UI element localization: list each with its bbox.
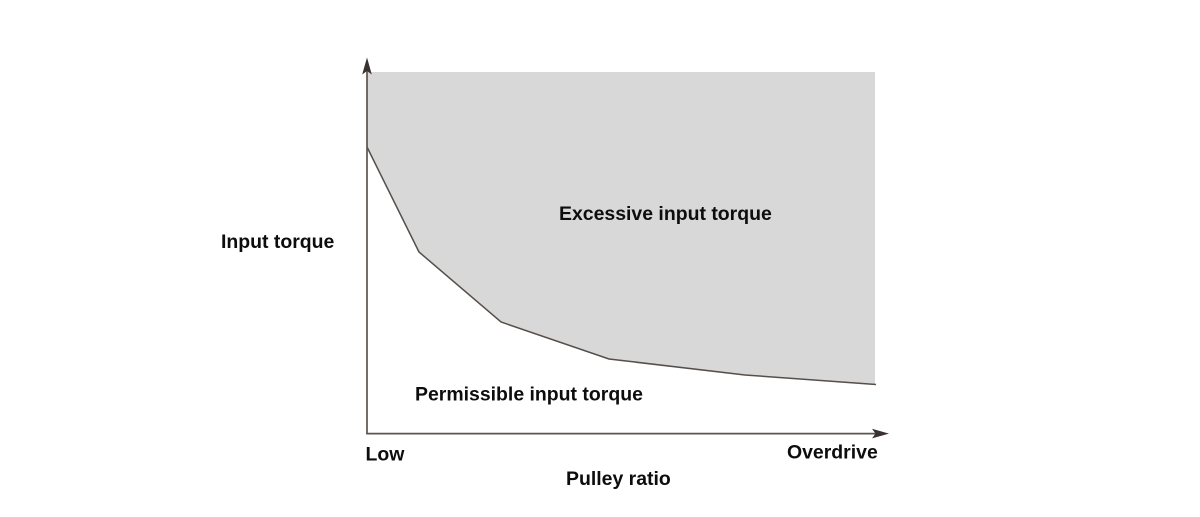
svg-text:Excessive input torque: Excessive input torque [559, 203, 772, 225]
svg-text:Input torque: Input torque [221, 231, 335, 253]
svg-text:Low: Low [366, 444, 406, 466]
svg-text:Pulley ratio: Pulley ratio [566, 468, 671, 490]
svg-text:Permissible input torque: Permissible input torque [415, 384, 643, 406]
svg-text:Overdrive: Overdrive [787, 442, 878, 464]
